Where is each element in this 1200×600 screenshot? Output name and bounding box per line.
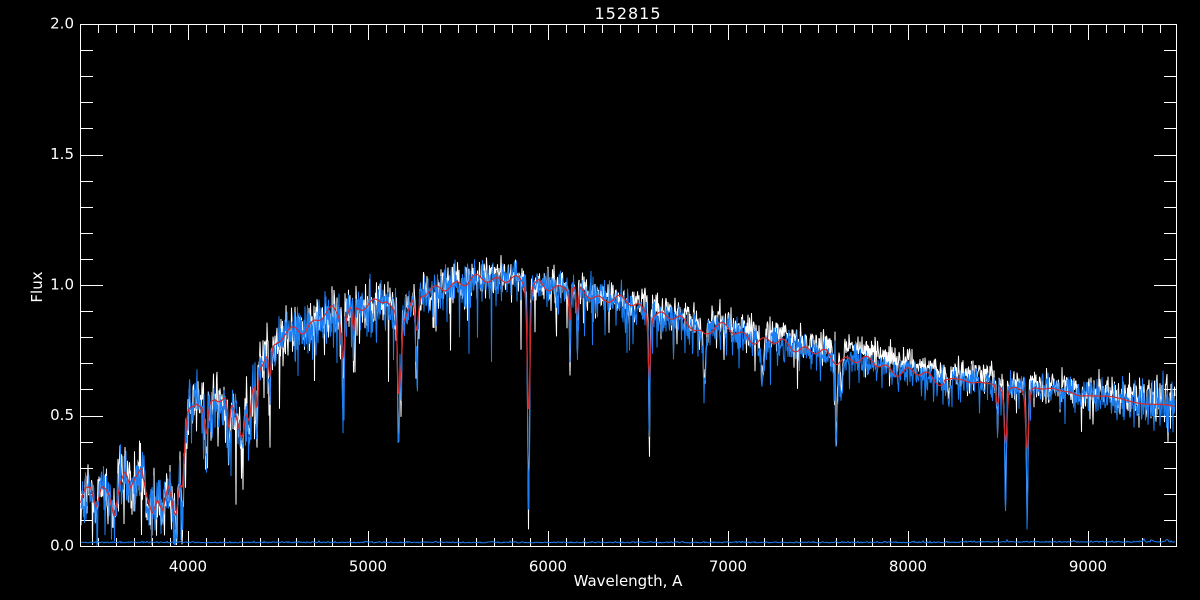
y-tick-label: 2.0	[50, 15, 74, 33]
y-tick-label: 1.5	[50, 145, 74, 163]
y-axis-label: Flux	[28, 271, 46, 303]
error-spectrum	[80, 537, 1176, 544]
y-tick-label: 1.0	[50, 276, 74, 294]
template-fit	[80, 273, 1175, 517]
x-tick-label: 9000	[1069, 558, 1107, 576]
tick-labels: 4000 5000 6000 7000 8000 9000 0.0 0.5 1.0 1.5 2.0	[50, 15, 1107, 576]
x-tick-label: 4000	[169, 558, 207, 576]
x-tick-label: 5000	[349, 558, 387, 576]
observed-spectrum-unsmoothed	[80, 255, 1176, 546]
x-tick-label: 7000	[709, 558, 747, 576]
x-tick-label: 8000	[889, 558, 927, 576]
observed-spectrum	[80, 259, 1176, 546]
plot-title: 152815	[594, 4, 662, 23]
data-area	[80, 255, 1176, 546]
x-axis-label: Wavelength, A	[573, 572, 683, 590]
y-tick-label: 0.5	[50, 406, 74, 424]
x-tick-label: 6000	[529, 558, 567, 576]
axes-frame	[80, 24, 1177, 547]
y-tick-label: 0.0	[50, 537, 74, 555]
